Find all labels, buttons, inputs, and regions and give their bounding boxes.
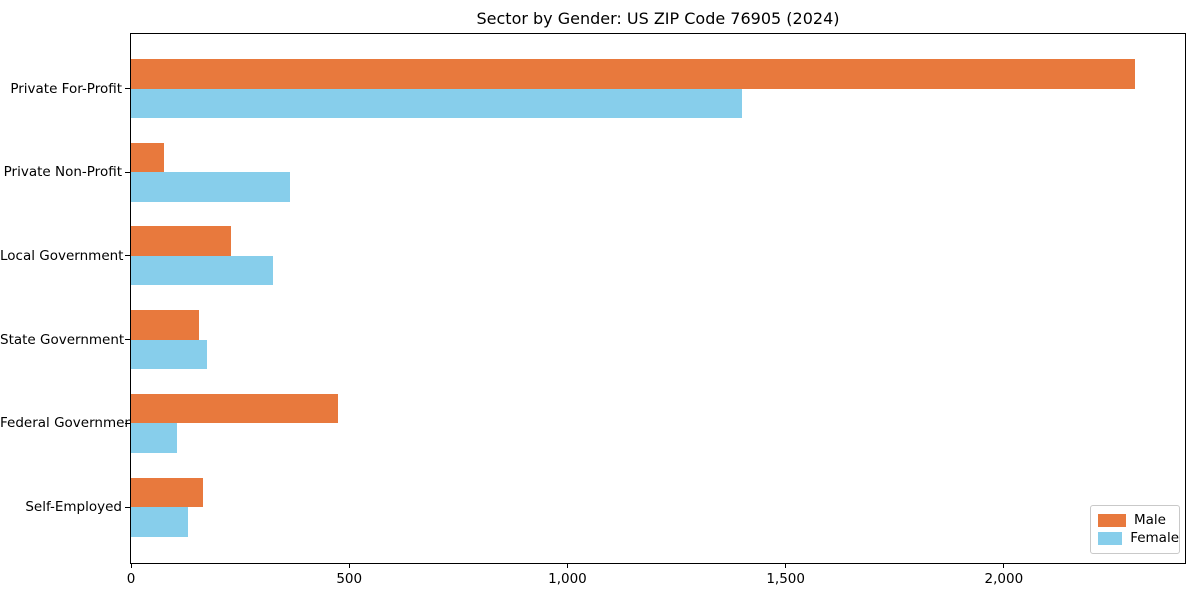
legend-item-male: Male [1098,513,1179,528]
bar-female-0 [131,88,742,118]
x-tick-mark [1003,563,1005,568]
y-tick-label: Self-Employed [25,499,122,515]
y-tick-label: State Government [0,331,125,348]
legend: Male Female [1090,505,1180,554]
legend-label-female: Female [1130,530,1179,546]
bar-female-3 [131,339,208,370]
bar-male-5 [131,477,203,507]
bar-male-0 [131,59,1135,89]
y-tick-mark [125,88,130,89]
x-tick-mark [130,563,132,568]
x-tick-label: 0 [126,571,136,587]
y-tick-mark [125,171,130,173]
x-tick-mark [566,563,568,568]
bar-female-1 [131,172,291,202]
plot-area [130,33,1186,564]
x-tick-label: 1,000 [548,571,587,587]
y-tick-label: Private Non-Profit [3,164,122,181]
y-tick-mark [125,506,130,508]
y-tick-label: Private For-Profit [10,80,122,97]
bar-male-3 [131,310,199,340]
bar-female-4 [131,423,177,453]
y-tick-mark [125,339,130,341]
bar-female-5 [131,507,188,537]
x-tick-mark [785,563,787,568]
legend-item-female: Female [1098,531,1179,546]
x-tick-mark [348,563,350,568]
bar-female-2 [131,255,273,286]
y-tick-mark [125,255,130,257]
female-color-swatch [1098,532,1123,545]
x-tick-label: 1,500 [766,571,805,587]
y-tick-mark [125,422,130,424]
y-tick-label: Local Government [0,247,124,264]
bar-male-1 [131,142,164,173]
y-tick-label: Federal Government [0,415,139,432]
x-tick-label: 2,000 [984,571,1024,587]
legend-label-male: Male [1134,512,1166,528]
bar-male-2 [131,226,232,256]
bar-male-4 [131,393,339,424]
chart-title: Sector by Gender: US ZIP Code 76905 (202… [476,9,840,28]
male-color-swatch [1098,514,1126,527]
x-tick-label: 500 [336,571,363,587]
